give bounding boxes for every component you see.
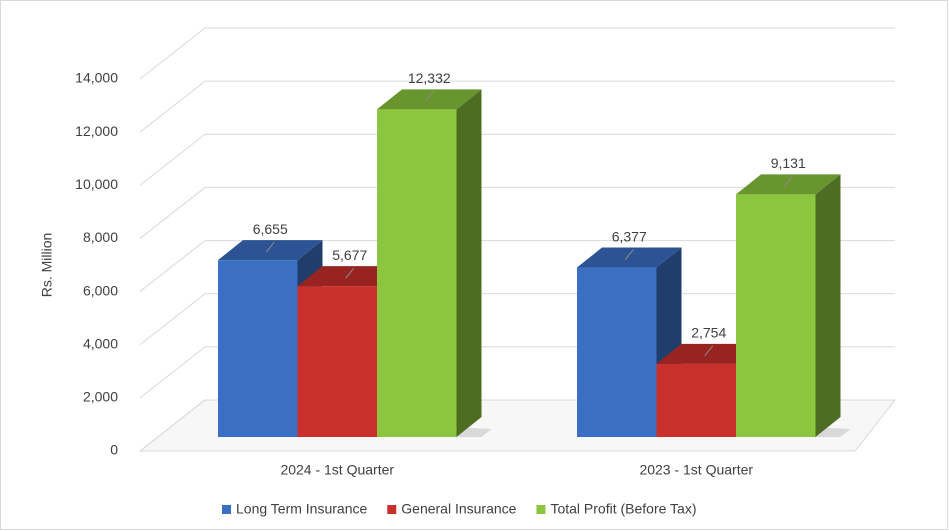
legend-label: General Insurance <box>401 501 516 517</box>
grid-line <box>139 80 895 133</box>
bar-front <box>297 286 377 437</box>
leader-line <box>624 249 634 260</box>
bar <box>377 89 482 438</box>
y-axis-label: Rs. Million <box>39 233 55 298</box>
bar-top <box>577 247 682 268</box>
grid-line <box>139 27 895 80</box>
data-label: 6,377 <box>612 228 647 244</box>
bar-side <box>815 174 841 437</box>
bar-front <box>577 267 657 437</box>
legend-swatch <box>536 505 546 514</box>
legend-swatch <box>222 505 231 514</box>
bar-front <box>736 194 816 437</box>
leader-line <box>783 176 793 187</box>
legend-label: Total Profit (Before Tax) <box>550 501 696 517</box>
leader-line <box>704 345 714 357</box>
bar-front <box>377 109 457 438</box>
leader-line <box>345 267 355 279</box>
bar-top <box>297 266 402 287</box>
y-tick-label: 2,000 <box>83 389 118 405</box>
bar-front <box>656 363 736 437</box>
y-tick-label: 0 <box>110 442 118 458</box>
legend-swatch <box>387 505 397 514</box>
data-label: 9,131 <box>771 155 806 171</box>
y-tick-label: 8,000 <box>83 229 118 245</box>
data-label: 2,754 <box>691 325 726 341</box>
y-tick-label: 12,000 <box>75 123 118 139</box>
legend-label: Long Term Insurance <box>236 501 367 517</box>
leader-line <box>424 91 434 102</box>
bar-top <box>377 89 482 110</box>
data-label: 12,332 <box>408 70 451 86</box>
data-label: 6,655 <box>253 221 288 237</box>
bar <box>736 174 841 437</box>
bar-front <box>218 260 298 437</box>
bar-top <box>656 343 761 364</box>
y-tick-label: 14,000 <box>75 70 118 86</box>
y-tick-label: 10,000 <box>75 176 118 192</box>
bar-top <box>736 174 841 195</box>
x-tick-label: 2024 - 1st Quarter <box>280 462 394 478</box>
leader-line <box>265 241 275 253</box>
y-tick-label: 6,000 <box>83 282 118 298</box>
grid-line <box>139 133 895 186</box>
grid-line <box>139 186 895 239</box>
bar-side <box>456 89 482 438</box>
bar <box>577 247 682 437</box>
bar-top <box>218 240 323 261</box>
data-label: 5,677 <box>332 247 367 263</box>
y-tick-label: 4,000 <box>83 335 118 351</box>
x-tick-label: 2023 - 1st Quarter <box>639 462 753 478</box>
grid-line <box>139 240 895 292</box>
